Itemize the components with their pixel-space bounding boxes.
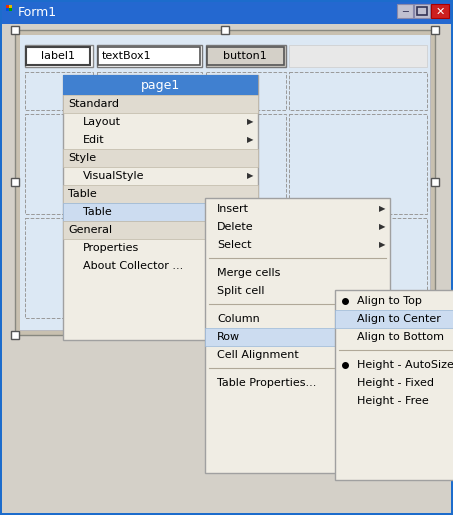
Bar xyxy=(205,198,390,473)
Text: button1: button1 xyxy=(223,51,267,61)
Bar xyxy=(205,328,390,346)
Bar xyxy=(397,4,413,18)
Bar xyxy=(25,72,93,110)
Bar xyxy=(25,45,93,67)
Text: Standard: Standard xyxy=(68,99,119,109)
Bar xyxy=(6,8,9,11)
Bar xyxy=(25,114,93,214)
Text: Delete: Delete xyxy=(217,222,254,232)
Text: Table: Table xyxy=(68,189,97,199)
Text: textBox1: textBox1 xyxy=(102,51,152,61)
Bar xyxy=(63,95,258,113)
Bar xyxy=(25,218,93,318)
Text: Row: Row xyxy=(217,332,240,342)
Text: Insert: Insert xyxy=(217,204,249,214)
Bar xyxy=(63,149,258,167)
Text: ▶: ▶ xyxy=(379,241,385,249)
Text: Layout: Layout xyxy=(83,117,121,127)
Bar xyxy=(63,75,258,340)
Text: Form1: Form1 xyxy=(18,7,57,20)
Text: ▶: ▶ xyxy=(247,135,253,145)
Bar xyxy=(9,8,12,11)
Text: Properties: Properties xyxy=(83,243,139,253)
Text: ▶: ▶ xyxy=(379,222,385,232)
Text: Edit: Edit xyxy=(83,135,105,145)
Text: ▶: ▶ xyxy=(247,171,253,180)
Bar xyxy=(431,178,439,186)
Bar xyxy=(63,221,258,239)
Bar xyxy=(2,2,451,24)
Text: Height - Fixed: Height - Fixed xyxy=(357,378,434,388)
Text: Style: Style xyxy=(68,153,96,163)
Bar xyxy=(431,331,439,339)
Bar xyxy=(97,114,202,214)
Text: ▶: ▶ xyxy=(247,117,253,127)
Text: ▶: ▶ xyxy=(247,208,253,216)
Text: Select: Select xyxy=(217,240,251,250)
Bar xyxy=(11,26,19,34)
Bar xyxy=(63,75,258,95)
Bar xyxy=(289,72,427,110)
Bar xyxy=(417,7,427,15)
Bar xyxy=(6,5,9,8)
Bar xyxy=(206,45,286,67)
Text: page1: page1 xyxy=(140,78,180,92)
Bar xyxy=(63,185,258,203)
Text: Height - AutoSize: Height - AutoSize xyxy=(357,360,453,370)
Bar xyxy=(206,72,286,110)
Bar xyxy=(26,47,90,65)
Text: Split cell: Split cell xyxy=(217,286,265,296)
Bar xyxy=(431,4,449,18)
Bar xyxy=(335,310,453,328)
Text: VisualStyle: VisualStyle xyxy=(83,171,145,181)
Text: Column: Column xyxy=(217,314,260,324)
Bar xyxy=(97,45,202,67)
Text: label1: label1 xyxy=(41,51,75,61)
Text: About Collector ...: About Collector ... xyxy=(83,261,183,271)
Text: Merge cells: Merge cells xyxy=(217,268,280,278)
Bar xyxy=(207,47,284,65)
Text: ▶: ▶ xyxy=(379,333,385,341)
Bar xyxy=(6,5,12,11)
Text: ▶: ▶ xyxy=(379,351,385,359)
Text: Table Properties...: Table Properties... xyxy=(217,378,316,388)
Bar xyxy=(335,290,453,480)
Text: ▶: ▶ xyxy=(379,204,385,214)
Bar xyxy=(11,331,19,339)
Bar xyxy=(221,26,229,34)
Text: Table: Table xyxy=(83,207,112,217)
Bar xyxy=(98,47,200,65)
Bar xyxy=(97,72,202,110)
Text: General: General xyxy=(68,225,112,235)
Bar xyxy=(15,30,435,335)
Text: ✕: ✕ xyxy=(435,7,445,17)
Bar xyxy=(20,35,430,330)
Bar xyxy=(289,114,427,214)
Bar xyxy=(289,45,427,67)
Bar xyxy=(20,35,430,330)
Bar xyxy=(97,218,202,318)
Bar xyxy=(414,4,430,18)
Bar xyxy=(221,331,229,339)
Text: ▶: ▶ xyxy=(379,315,385,323)
Bar xyxy=(63,203,258,221)
Bar xyxy=(206,114,286,214)
Text: Height - Free: Height - Free xyxy=(357,396,429,406)
Bar xyxy=(206,218,286,318)
Bar xyxy=(289,218,427,318)
Bar xyxy=(11,178,19,186)
Text: Align to Top: Align to Top xyxy=(357,296,422,306)
Text: Cell Alignment: Cell Alignment xyxy=(217,350,299,360)
Text: Align to Center: Align to Center xyxy=(357,314,441,324)
Text: Align to Bottom: Align to Bottom xyxy=(357,332,444,342)
Bar xyxy=(431,26,439,34)
Text: ─: ─ xyxy=(402,7,408,17)
